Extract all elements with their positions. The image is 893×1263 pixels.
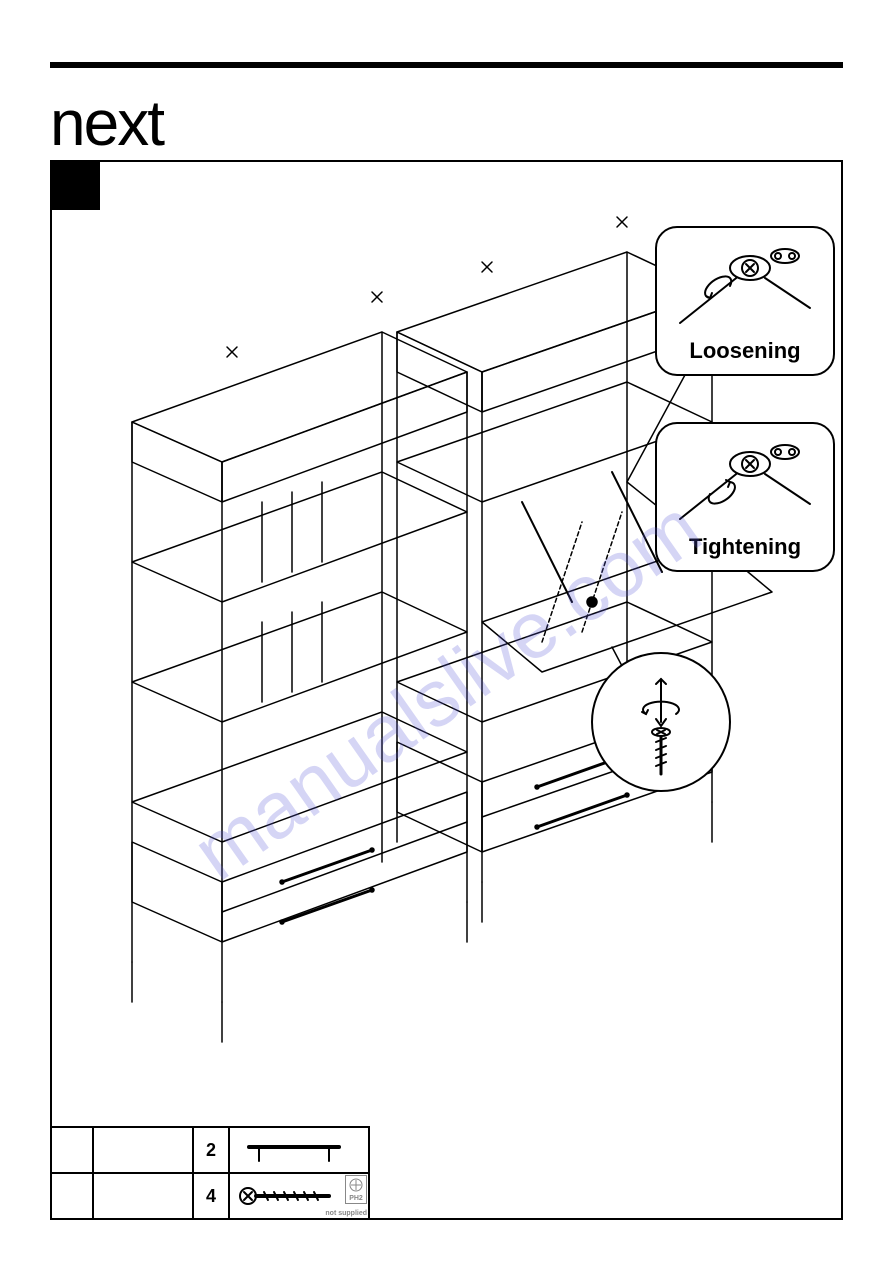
part-icon-cell: PH2 not supplied [229,1173,369,1219]
part-icon-cell [229,1127,369,1173]
screwdriver-icon [606,674,716,784]
top-rule [50,62,843,68]
phillips-icon [348,1177,364,1193]
detail-tightening: Tightening [655,422,835,572]
table-row: 2 [51,1127,369,1173]
tool-note: PH2 [345,1175,367,1204]
page-frame: manualslive.com [50,160,843,1220]
screw-icon [234,1181,354,1211]
handle-icon [234,1135,354,1165]
detail-loosening: Loosening [655,226,835,376]
part-name [93,1173,193,1219]
parts-table: 2 4 [50,1126,370,1220]
part-id [51,1173,93,1219]
not-supplied-note: not supplied [325,1210,367,1217]
part-qty: 4 [193,1173,229,1219]
brand-logo: next [50,86,163,160]
hinge-loosen-icon [670,238,820,333]
hinge-tighten-icon [670,434,820,529]
table-row: 4 [51,1173,369,1219]
loosening-label: Loosening [689,338,800,364]
detail-screwdriver [591,652,731,792]
tightening-label: Tightening [689,534,801,560]
part-id [51,1127,93,1173]
part-name [93,1127,193,1173]
part-qty: 2 [193,1127,229,1173]
